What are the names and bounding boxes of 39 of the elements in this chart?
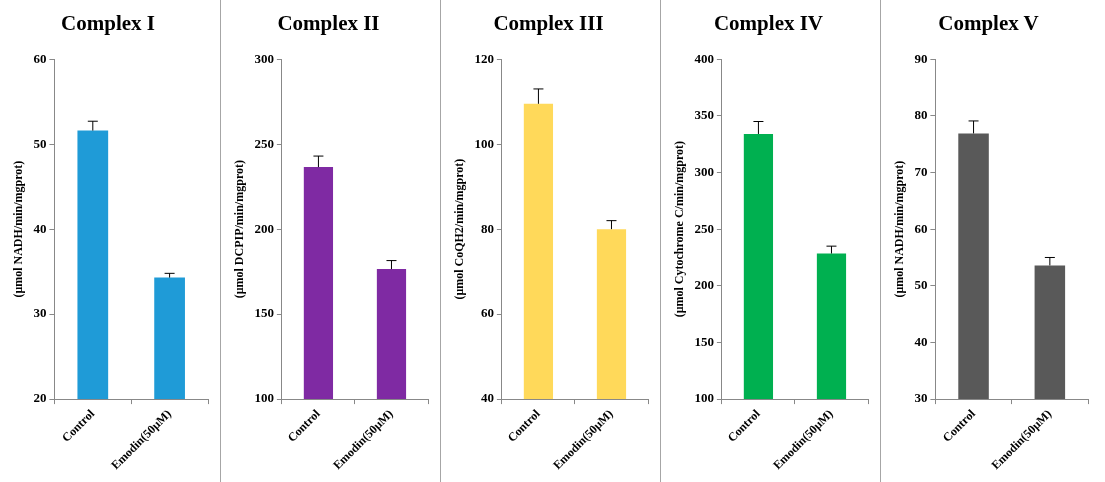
y-tick-label: 80 — [480, 220, 494, 236]
chart-title: Complex II — [277, 11, 380, 36]
y-tick-label: 40 — [914, 333, 928, 349]
y-tick-label: 100 — [474, 135, 494, 151]
y-tick-label: 30 — [33, 305, 47, 321]
y-tick-label: 200 — [254, 220, 274, 236]
y-tick-label: 150 — [254, 305, 274, 321]
y-axis-title: (μmol Cytochrome C/min/mgprot) — [672, 140, 687, 318]
chart-title: Complex IV — [713, 11, 824, 36]
y-tick-label: 50 — [914, 277, 928, 293]
y-tick-label: 40 — [33, 220, 47, 236]
y-tick-label: 350 — [694, 107, 714, 123]
y-tick-label: 50 — [33, 135, 47, 151]
y-tick-label: 60 — [480, 305, 494, 321]
y-tick-label: 300 — [694, 163, 714, 179]
y-tick-label: 400 — [694, 50, 714, 66]
chart-title: Complex III — [493, 11, 604, 36]
y-axis-title: (μmol NADH/min/mgprot) — [11, 160, 26, 298]
y-tick-label: 200 — [694, 277, 714, 293]
y-tick-label: 100 — [254, 390, 274, 406]
chart-title: Complex V — [938, 11, 1039, 36]
y-axis-title: (μmol CoQH2/min/mgprot) — [452, 158, 467, 300]
y-tick-label: 150 — [694, 333, 714, 349]
y-tick-label: 40 — [480, 390, 494, 406]
y-axis-title: (μmol NADH/min/mgprot) — [892, 160, 907, 298]
y-tick-label: 70 — [914, 163, 928, 179]
y-tick-label: 250 — [694, 220, 714, 236]
y-axis-title: (μmol DCPIP/min/mgprot) — [232, 160, 247, 299]
y-tick-label: 300 — [254, 50, 274, 66]
y-tick-label: 90 — [914, 50, 928, 66]
chart-title: Complex I — [61, 11, 155, 36]
y-tick-label: 60 — [33, 50, 47, 66]
y-tick-label: 120 — [474, 50, 494, 66]
y-tick-label: 60 — [914, 220, 928, 236]
y-tick-label: 250 — [254, 135, 274, 151]
y-tick-label: 100 — [694, 390, 714, 406]
y-tick-label: 30 — [914, 390, 928, 406]
y-tick-label: 80 — [914, 107, 928, 123]
y-tick-label: 20 — [33, 390, 47, 406]
